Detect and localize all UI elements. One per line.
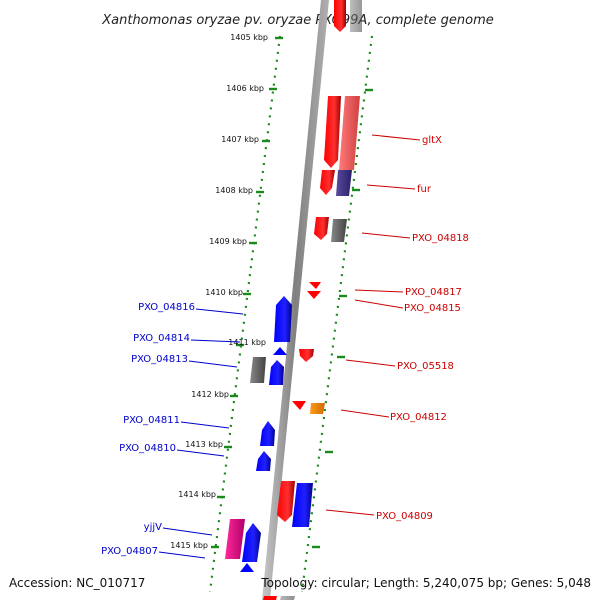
- kbp-label: 1414 kbp: [178, 490, 216, 499]
- map-title: Xanthomonas oryzae pv. oryzae PXO99A, co…: [101, 13, 494, 28]
- kbp-label: 1415 kbp: [170, 541, 208, 550]
- gene-pxo04818[interactable]: [314, 217, 329, 240]
- gene-pxo04815[interactable]: [307, 291, 321, 299]
- right-tick-marks: [312, 88, 373, 549]
- gene-label-pxo04815[interactable]: PXO_04815: [404, 303, 461, 314]
- kbp-label: 1408 kbp: [215, 186, 253, 195]
- kbp-label: 1406 kbp: [226, 84, 264, 93]
- gene-feature[interactable]: [331, 219, 347, 242]
- gene-label-pxo04810[interactable]: PXO_04810: [119, 443, 176, 454]
- kbp-label: 1412 kbp: [191, 390, 229, 399]
- kbp-label: 1409 kbp: [209, 237, 247, 246]
- gene-label-pxo05518[interactable]: PXO_05518: [397, 361, 454, 372]
- kbp-label: 1410 kbp: [205, 288, 243, 297]
- topology-text: Topology: circular; Length: 5,240,075 bp…: [260, 576, 591, 590]
- gene-label-pxo04814[interactable]: PXO_04814: [133, 333, 190, 344]
- gene-label-pxo04818[interactable]: PXO_04818: [412, 233, 469, 244]
- kbp-label: 1413 kbp: [185, 440, 223, 449]
- gene-pxo04810[interactable]: [256, 451, 271, 471]
- gene-feature[interactable]: [277, 481, 295, 522]
- gene-label-pxo04812[interactable]: PXO_04812: [390, 412, 447, 423]
- kbp-tick-marks: [211, 36, 283, 549]
- gene-label-pxo04817[interactable]: PXO_04817: [405, 287, 462, 298]
- gene-feature[interactable]: [339, 96, 360, 170]
- gene-feature[interactable]: [350, 0, 362, 32]
- gene-pxo04807[interactable]: [240, 563, 254, 572]
- gene-feature[interactable]: [280, 596, 295, 600]
- right-tick-track: [300, 35, 374, 593]
- gene-pxo04809[interactable]: [292, 483, 313, 527]
- gene-gltx[interactable]: [324, 96, 341, 168]
- gene-fur[interactable]: [336, 170, 352, 196]
- gene-pxo04811[interactable]: [260, 421, 275, 446]
- gene-feature[interactable]: [334, 0, 346, 32]
- gene-pxo04814[interactable]: [273, 347, 287, 355]
- gene-pxo04816[interactable]: [274, 296, 292, 342]
- gene-label-pxo04811[interactable]: PXO_04811: [123, 415, 180, 426]
- kbp-labels: 1405 kbp 1406 kbp 1407 kbp 1408 kbp 1409…: [170, 33, 268, 550]
- left-tick-track: [208, 35, 282, 593]
- gene-feature[interactable]: [263, 596, 277, 600]
- gene-label-fur[interactable]: fur: [417, 184, 432, 195]
- kbp-label: 1411 kbp: [228, 338, 266, 347]
- gene-feature[interactable]: [320, 170, 335, 195]
- gene-label-pxo04809[interactable]: PXO_04809: [376, 511, 433, 522]
- right-leaders: [325, 134, 421, 516]
- gene-feature[interactable]: [242, 523, 261, 562]
- gene-label-pxo04816[interactable]: PXO_04816: [138, 302, 195, 313]
- gene-label-gltx[interactable]: gltX: [422, 135, 442, 146]
- gene-pxo04812[interactable]: [310, 403, 325, 414]
- gene-feature[interactable]: [292, 401, 306, 410]
- left-leaders: [158, 308, 244, 559]
- gene-pxo04813[interactable]: [269, 360, 284, 385]
- gene-label-pxo04813[interactable]: PXO_04813: [131, 354, 188, 365]
- gene-pxo04817[interactable]: [309, 282, 321, 289]
- gene-label-yjjv[interactable]: yjjV: [144, 522, 162, 533]
- accession-text: Accession: NC_010717: [9, 576, 145, 590]
- kbp-label: 1407 kbp: [221, 135, 259, 144]
- kbp-label: 1405 kbp: [230, 33, 268, 42]
- gene-feature[interactable]: [250, 357, 266, 383]
- gene-label-pxo04807[interactable]: PXO_04807: [101, 546, 158, 557]
- genome-backbone: [262, 0, 329, 600]
- gene-yjjv[interactable]: [225, 519, 245, 559]
- gene-pxo05518[interactable]: [299, 349, 314, 362]
